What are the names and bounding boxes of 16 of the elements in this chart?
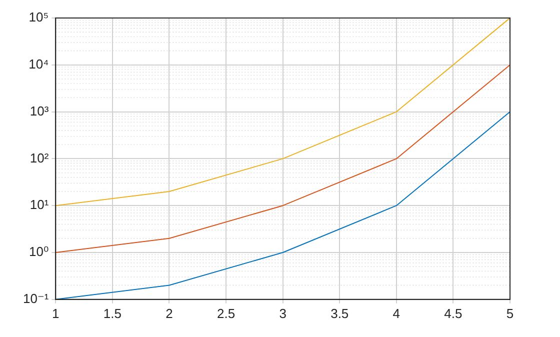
x-tick-label: 4 [392, 306, 400, 321]
x-tick-label: 4.5 [444, 306, 462, 321]
y-tick-label: 10¹ [30, 197, 50, 212]
y-tick-label: 10³ [30, 103, 50, 118]
y-tick-label: 10⁻¹ [22, 290, 50, 306]
x-tick-label: 1.5 [103, 306, 122, 321]
x-tick-label: 2.5 [216, 306, 236, 321]
x-tick-label: 3 [279, 306, 286, 321]
x-tick-label: 2 [166, 306, 173, 321]
y-tick-label: 10² [30, 150, 50, 166]
x-tick-label: 5 [506, 306, 514, 321]
x-tick-label: 1 [52, 306, 60, 321]
y-tick-label: 10⁵ [28, 10, 49, 25]
y-tick-label: 10⁴ [28, 56, 49, 72]
y-tick-label: 10⁰ [28, 244, 49, 260]
x-tick-label: 3.5 [330, 306, 349, 321]
